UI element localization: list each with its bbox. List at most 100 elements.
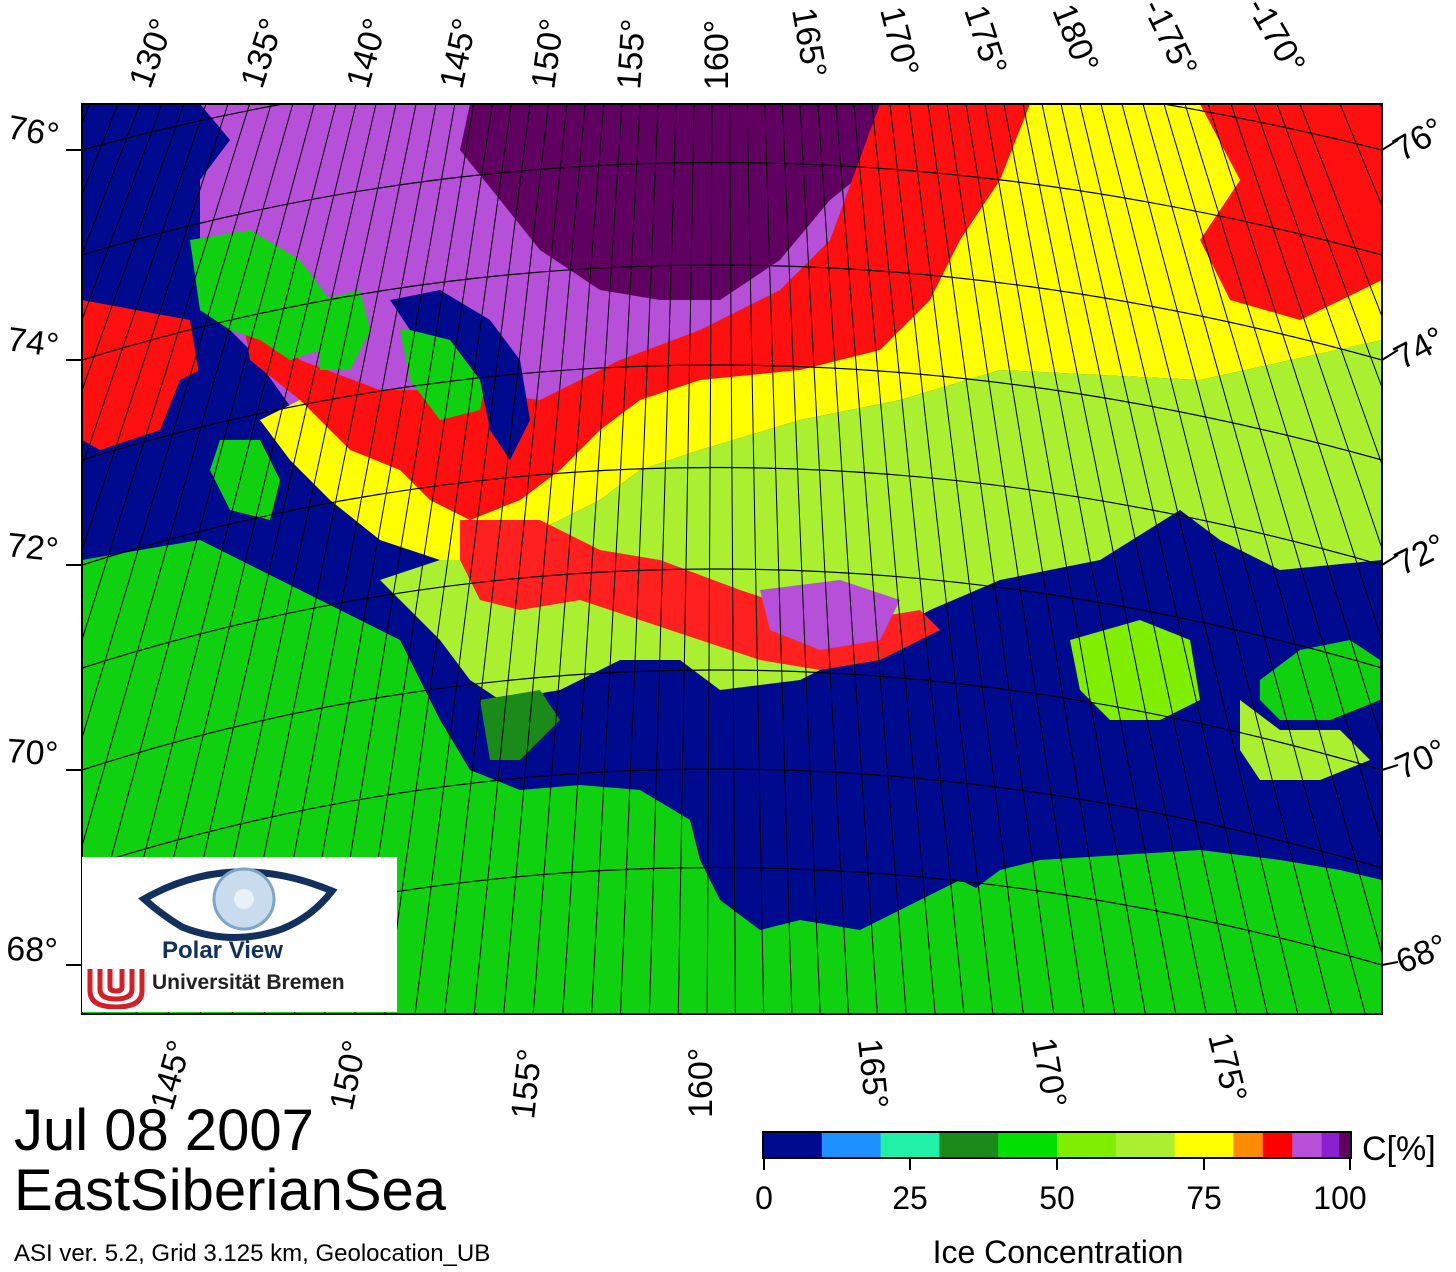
map-date: Jul 08 2007	[14, 1098, 314, 1163]
meridian-line	[82, 104, 229, 552]
university-logo-icon	[87, 969, 145, 1009]
bottom-lon-label: 155°	[504, 1047, 549, 1121]
top-lon-label: 130°	[122, 14, 182, 93]
top-lon-label: 155°	[610, 18, 653, 91]
right-lat-label: 70°	[1390, 732, 1452, 788]
east-ice-patch	[1070, 620, 1200, 720]
lyakhovsky-island	[210, 440, 280, 520]
map-border	[81, 103, 1383, 1015]
top-lon-label: 170°	[872, 3, 926, 80]
colorbar-swatch	[821, 1132, 882, 1158]
right-lat-label: 76°	[1387, 110, 1451, 169]
colorbar-swatch	[1233, 1132, 1264, 1158]
meridian-line	[82, 104, 272, 740]
right-lat-label: 74°	[1388, 319, 1451, 377]
meridian-line	[927, 104, 1055, 1014]
map-region-title: EastSiberianSea	[14, 1158, 447, 1223]
colorbar-swatch	[1262, 1132, 1293, 1158]
meridian-line	[889, 104, 994, 1014]
meridian-line	[1207, 104, 1382, 642]
meridian-line	[414, 104, 531, 1014]
top-lon-label: 180°	[1045, 0, 1107, 78]
meridian-line	[619, 104, 659, 1014]
open-water-west	[82, 104, 230, 230]
meridian-line	[984, 104, 1146, 1014]
meridian-line	[503, 104, 586, 1014]
meridian-line	[965, 104, 1116, 1014]
meridian-line	[853, 104, 936, 1014]
meridian-line	[562, 104, 623, 1014]
sea-ice-purple-coastal-patch	[760, 580, 900, 650]
meridian-line	[1022, 104, 1207, 1014]
colorbar-ticks	[763, 1158, 1351, 1170]
latitude-gridlines	[82, 104, 1382, 966]
meridian-line	[82, 104, 163, 322]
meridian-line	[1121, 104, 1366, 1014]
colorbar-swatch	[880, 1132, 940, 1158]
colorbar-swatch	[1321, 1132, 1340, 1158]
longitude-gridlines	[82, 104, 1382, 1014]
sea-ice-dark-purple-zone	[460, 104, 900, 300]
bottom-lon-label: 175°	[1200, 1029, 1254, 1106]
meridian-line	[1253, 104, 1382, 467]
new-siberian-islands	[190, 230, 330, 360]
sea-ice-yellow-zone	[260, 104, 1382, 560]
bottom-longitude-labels: 145° 150° 155° 160° 165° 170° 175°	[143, 1029, 1254, 1121]
meridian-line	[384, 104, 512, 1014]
sea-ice-red-zone-east	[1200, 104, 1382, 320]
meridian-line	[1163, 104, 1382, 845]
top-lon-label: -170°	[1239, 0, 1313, 81]
meridian-line	[444, 104, 549, 1014]
meridian-line	[1299, 104, 1382, 319]
map-area	[82, 104, 1382, 1014]
meridian-line	[1060, 104, 1268, 1014]
wrangel-ice-fringe	[1240, 700, 1370, 780]
open-water-bay	[390, 290, 530, 460]
meridian-line	[781, 104, 821, 1014]
polar-view-logo: Polar View Universität Bremen	[82, 857, 397, 1012]
meridian-line	[648, 104, 677, 1014]
left-lat-label: 70°	[5, 732, 59, 773]
colorbar-title: Ice Concentration	[932, 1234, 1184, 1270]
meridian-line	[764, 104, 793, 1014]
colorbar-swatch	[1057, 1132, 1117, 1158]
left-latitude-labels: 76° 74° 72° 70° 68°	[5, 108, 62, 969]
meridian-line	[746, 104, 765, 1014]
meridian-line	[1041, 104, 1238, 1014]
meridian-line	[1100, 104, 1333, 1014]
meridian-line	[1184, 104, 1382, 743]
meridian-line	[532, 104, 605, 1014]
top-lon-label: 150°	[524, 16, 571, 91]
meridian-line	[677, 104, 695, 1014]
colorbar-swatch	[1292, 1132, 1323, 1158]
bottom-lon-label: 170°	[1024, 1035, 1074, 1111]
bottom-lon-label: 165°	[850, 1037, 895, 1111]
bottom-lon-label: 160°	[682, 1048, 720, 1118]
meridian-line	[946, 104, 1085, 1014]
meridian-line	[908, 104, 1024, 1014]
top-longitude-labels: 130° 135° 140° 145° 150° 155° 160° 165° …	[122, 0, 1313, 93]
top-lon-label: 145°	[433, 15, 485, 92]
logo-title: Polar View	[162, 937, 283, 964]
colorbar-tick-label: 50	[1039, 1180, 1075, 1216]
kotelny-island	[320, 290, 370, 370]
colorbar	[763, 1132, 1352, 1158]
top-lon-label: 165°	[784, 5, 834, 81]
logo-subtitle: Universität Bremen	[152, 971, 345, 994]
algorithm-info: ASI ver. 5.2, Grid 3.125 km, Geolocation…	[14, 1240, 491, 1267]
colorbar-unit: C[%]	[1362, 1130, 1436, 1168]
meridian-line	[1003, 104, 1177, 1014]
meridian-line	[82, 104, 251, 642]
meridian-line	[82, 104, 294, 848]
latitude-ticks	[66, 139, 1399, 966]
left-lat-label: 72°	[5, 526, 60, 569]
colorbar-swatch	[1115, 1132, 1176, 1158]
left-lat-label: 74°	[5, 320, 61, 365]
right-lat-label: 72°	[1389, 526, 1452, 583]
top-lon-label: 140°	[339, 14, 395, 92]
meridian-line	[1230, 104, 1382, 550]
top-lon-label: 135°	[233, 14, 291, 93]
meridian-line	[799, 104, 849, 1014]
right-lat-label: 68°	[1391, 927, 1453, 981]
